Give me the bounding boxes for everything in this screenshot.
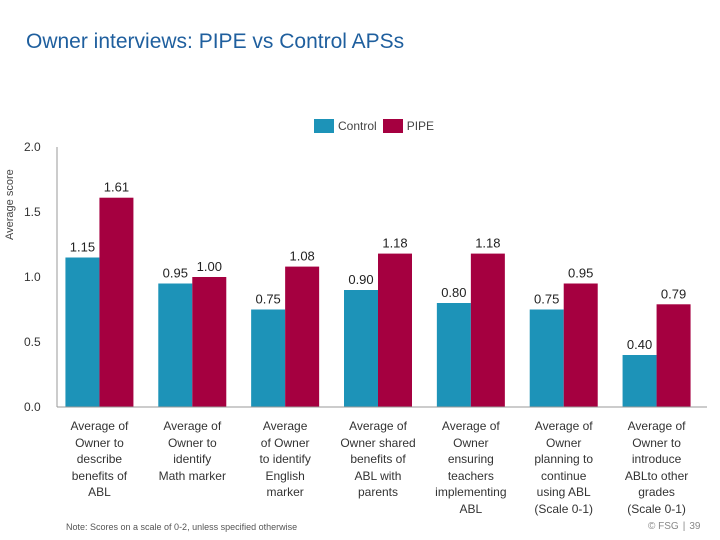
- data-label-control-7: 0.40: [627, 337, 652, 352]
- bar-pipe-6: [563, 283, 598, 407]
- page-number: 39: [689, 521, 701, 532]
- data-label-control-6: 0.75: [534, 292, 559, 307]
- x-tick-label-line: benefits of: [71, 468, 128, 483]
- bar-pipe-4: [378, 253, 412, 407]
- y-tick-label: 1.0: [24, 270, 41, 284]
- legend-swatch-pipe: [382, 119, 403, 133]
- x-tick-label-line: ABL with: [354, 468, 402, 483]
- x-tick-label-line: grades: [638, 485, 675, 499]
- x-tick-label-line: ABL: [88, 485, 111, 499]
- x-tick-label-line: Owner to: [75, 435, 124, 450]
- x-tick-label-line: Owner: [453, 435, 489, 450]
- x-tick-label-line: identify: [173, 452, 212, 466]
- brand-label: © FSG: [648, 521, 679, 532]
- x-tick-label-line: Owner to: [632, 435, 681, 450]
- legend-label-pipe: PIPE: [406, 119, 435, 133]
- data-label-pipe-5: 1.18: [475, 236, 500, 251]
- page-footer: © FSG | 39: [648, 521, 700, 532]
- x-tick-label-line: ABLto other: [624, 468, 689, 483]
- bar-pipe-5: [470, 253, 505, 407]
- page-title: Owner interviews: PIPE vs Control APSs: [26, 30, 405, 53]
- chart-legend: Control PIPE: [314, 118, 440, 134]
- bar-control-2: [158, 283, 193, 407]
- bar-control-7: [622, 355, 657, 407]
- data-label-control-1: 1.15: [70, 240, 95, 255]
- x-tick-label-line: to identify: [259, 452, 311, 466]
- x-tick-label-line: Average of: [70, 419, 129, 433]
- bar-pipe-1: [99, 197, 134, 407]
- y-tick-label: 1.5: [24, 205, 41, 219]
- data-label-pipe-1: 1.61: [104, 180, 129, 195]
- x-tick-label-line: planning to: [534, 452, 594, 466]
- x-tick-label-line: Math marker: [158, 468, 226, 483]
- bar-control-6: [529, 309, 564, 407]
- bar-control-1: [65, 257, 100, 407]
- data-label-pipe-6: 0.95: [568, 266, 593, 281]
- y-tick-label: 0.0: [24, 400, 41, 414]
- x-tick-label-line: introduce: [631, 452, 682, 466]
- data-label-control-4: 0.90: [348, 272, 373, 287]
- x-tick-label-line: teachers: [447, 468, 494, 483]
- data-label-control-2: 0.95: [163, 266, 188, 281]
- bar-control-3: [251, 309, 286, 407]
- x-tick-label-2: Average of Owner to identify Math marker: [149, 418, 235, 484]
- x-tick-label-3: Average of Owner to identify English marker: [242, 418, 328, 501]
- bar-pipe-7: [656, 304, 691, 407]
- data-label-pipe-4: 1.18: [382, 236, 407, 251]
- bar-control-4: [344, 290, 378, 407]
- x-tick-label-4: Average of Owner shared benefits of ABL wit…: [335, 418, 421, 501]
- x-tick-label-line: ensuring: [447, 452, 494, 466]
- x-tick-label-line: continue: [541, 468, 587, 483]
- data-label-pipe-7: 0.79: [661, 286, 686, 301]
- x-tick-label-line: using ABL: [536, 485, 591, 499]
- x-tick-label-line: of Owner: [260, 435, 310, 450]
- y-tick-label: 0.5: [24, 335, 41, 349]
- x-tick-label-line: ABL: [459, 501, 483, 516]
- legend-item-control: Control: [314, 119, 377, 133]
- x-tick-label-1: Average of Owner to describe benefits of ABL: [56, 418, 142, 501]
- x-tick-label-line: (Scale 0-1): [627, 501, 686, 516]
- data-label-pipe-3: 1.08: [289, 249, 314, 264]
- x-tick-label-line: implementing: [435, 485, 507, 499]
- footer-separator: |: [682, 521, 686, 532]
- x-tick-label-line: Average of: [627, 419, 686, 433]
- legend-item-pipe: PIPE: [382, 119, 435, 133]
- legend-label-control: Control: [338, 119, 377, 133]
- data-label-pipe-2: 1.00: [197, 259, 222, 274]
- x-tick-label-line: Average of: [349, 419, 407, 433]
- x-tick-label-line: marker: [266, 485, 304, 499]
- x-tick-label-line: benefits of: [350, 452, 406, 466]
- x-tick-label-6: Average of Owner planning to continue using …: [521, 418, 607, 517]
- bar-pipe-3: [285, 266, 320, 407]
- legend-swatch-control: [314, 119, 334, 133]
- x-tick-label-line: Average of: [534, 419, 593, 433]
- x-tick-label-line: Owner to: [167, 435, 217, 450]
- x-tick-label-line: English: [265, 468, 305, 483]
- y-tick-label: 2.0: [24, 140, 41, 154]
- x-tick-label-line: parents: [357, 485, 399, 499]
- data-label-control-3: 0.75: [255, 292, 280, 307]
- x-tick-label-7: Average of Owner to introduce ABLto other gr…: [614, 418, 700, 517]
- x-tick-label-line: Owner shared: [340, 435, 416, 450]
- bar-pipe-2: [192, 277, 227, 407]
- x-tick-label-line: Owner: [546, 435, 582, 450]
- bar-control-5: [436, 303, 471, 407]
- x-tick-label-line: (Scale 0-1): [534, 501, 594, 516]
- x-tick-label-line: Average of: [163, 419, 222, 433]
- x-tick-label-line: describe: [76, 452, 123, 466]
- x-tick-label-line: Average: [262, 419, 308, 433]
- x-tick-label-line: Average of: [441, 419, 500, 433]
- data-label-control-5: 0.80: [441, 285, 466, 300]
- x-tick-label-5: Average of Owner ensuring teachers implement…: [428, 418, 514, 517]
- footnote: Note: Scores on a scale of 0-2, unless s…: [66, 522, 298, 532]
